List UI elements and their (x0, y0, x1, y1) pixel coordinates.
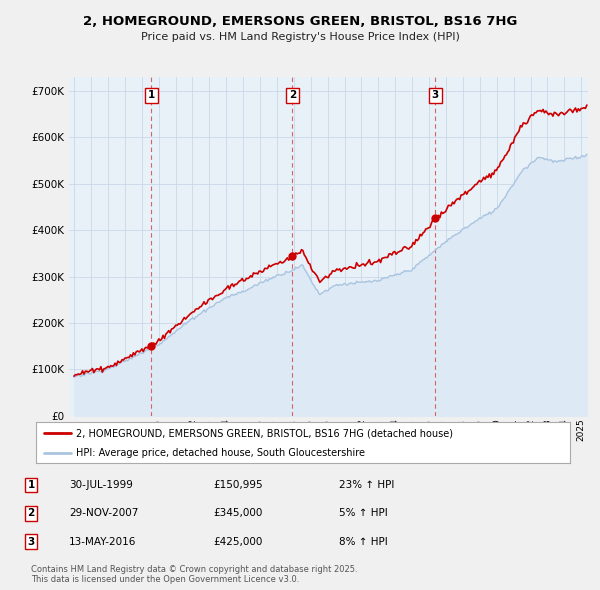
Text: 2, HOMEGROUND, EMERSONS GREEN, BRISTOL, BS16 7HG: 2, HOMEGROUND, EMERSONS GREEN, BRISTOL, … (83, 15, 517, 28)
Text: 23% ↑ HPI: 23% ↑ HPI (339, 480, 394, 490)
Text: 2: 2 (289, 90, 296, 100)
Text: 30-JUL-1999: 30-JUL-1999 (69, 480, 133, 490)
Text: 1: 1 (28, 480, 35, 490)
Text: 2, HOMEGROUND, EMERSONS GREEN, BRISTOL, BS16 7HG (detached house): 2, HOMEGROUND, EMERSONS GREEN, BRISTOL, … (76, 428, 453, 438)
Text: 2: 2 (28, 509, 35, 518)
Text: Contains HM Land Registry data © Crown copyright and database right 2025.
This d: Contains HM Land Registry data © Crown c… (31, 565, 358, 584)
Text: £150,995: £150,995 (213, 480, 263, 490)
Text: 29-NOV-2007: 29-NOV-2007 (69, 509, 139, 518)
Text: 8% ↑ HPI: 8% ↑ HPI (339, 537, 388, 546)
Text: 3: 3 (432, 90, 439, 100)
Text: 5% ↑ HPI: 5% ↑ HPI (339, 509, 388, 518)
Text: 1: 1 (148, 90, 155, 100)
Text: HPI: Average price, detached house, South Gloucestershire: HPI: Average price, detached house, Sout… (76, 448, 365, 458)
Text: £345,000: £345,000 (213, 509, 262, 518)
Text: £425,000: £425,000 (213, 537, 262, 546)
Text: 13-MAY-2016: 13-MAY-2016 (69, 537, 136, 546)
Text: Price paid vs. HM Land Registry's House Price Index (HPI): Price paid vs. HM Land Registry's House … (140, 32, 460, 42)
Text: 3: 3 (28, 537, 35, 546)
